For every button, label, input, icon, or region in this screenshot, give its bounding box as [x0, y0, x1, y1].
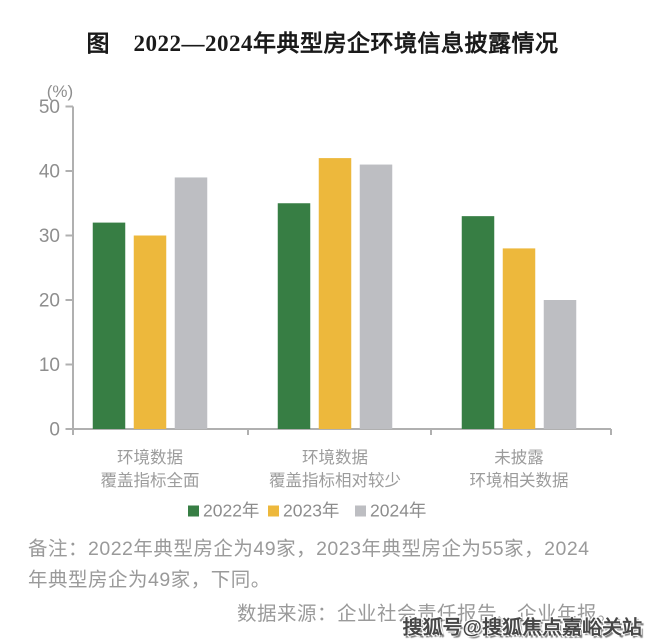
- bar-2022年-category-3: [461, 216, 495, 429]
- category-label: 覆盖指标相对较少: [269, 471, 401, 490]
- bar-2024年-category-1: [174, 177, 208, 429]
- category-label: 未披露: [494, 448, 544, 467]
- y-axis-tick-label: 0: [49, 420, 60, 441]
- y-axis-tick-label: 20: [39, 291, 60, 312]
- remark-line-1: 备注：2022年典型房企为49家，2023年典型房企为55家，2024: [28, 538, 590, 560]
- bar-2022年-category-2: [277, 203, 311, 429]
- bar-2023年-category-2: [318, 158, 352, 429]
- category-label: 覆盖指标全面: [101, 471, 200, 490]
- legend-swatch-2024年: [355, 505, 366, 517]
- category-label: 环境相关数据: [470, 471, 569, 490]
- bar-2023年-category-3: [502, 248, 536, 429]
- bar-2022年-category-1: [92, 222, 126, 429]
- y-axis-tick-label: 40: [39, 162, 60, 183]
- legend-swatch-2023年: [268, 505, 279, 517]
- y-axis-tick-label: 30: [39, 226, 60, 247]
- watermark-text: 搜狐号@搜狐焦点嘉峪关站: [402, 617, 642, 639]
- category-label: 环境数据: [117, 448, 183, 467]
- category-label: 环境数据: [302, 448, 368, 467]
- bar-2024年-category-3: [543, 300, 577, 429]
- bar-2023年-category-1: [133, 235, 167, 429]
- legend-swatch-2022年: [188, 505, 199, 517]
- remark-line-2: 年典型房企为49家，下同。: [28, 569, 271, 591]
- y-axis-unit-label: (%): [47, 82, 73, 101]
- legend-label-2023年: 2023年: [283, 501, 339, 521]
- chart-title: 图 2022—2024年典型房企环境信息披露情况: [86, 31, 559, 56]
- remark-note: 备注：2022年典型房企为49家，2023年典型房企为55家，2024 年典型房…: [28, 534, 628, 596]
- legend-label-2022年: 2022年: [203, 501, 259, 521]
- y-axis-tick-label: 50: [39, 97, 60, 118]
- data-source-note: 数据来源：企业社会责任报告、企业年报。: [236, 603, 617, 625]
- bar-2024年-category-2: [359, 164, 393, 430]
- y-axis-tick-label: 10: [39, 355, 60, 376]
- legend-label-2024年: 2024年: [370, 501, 426, 521]
